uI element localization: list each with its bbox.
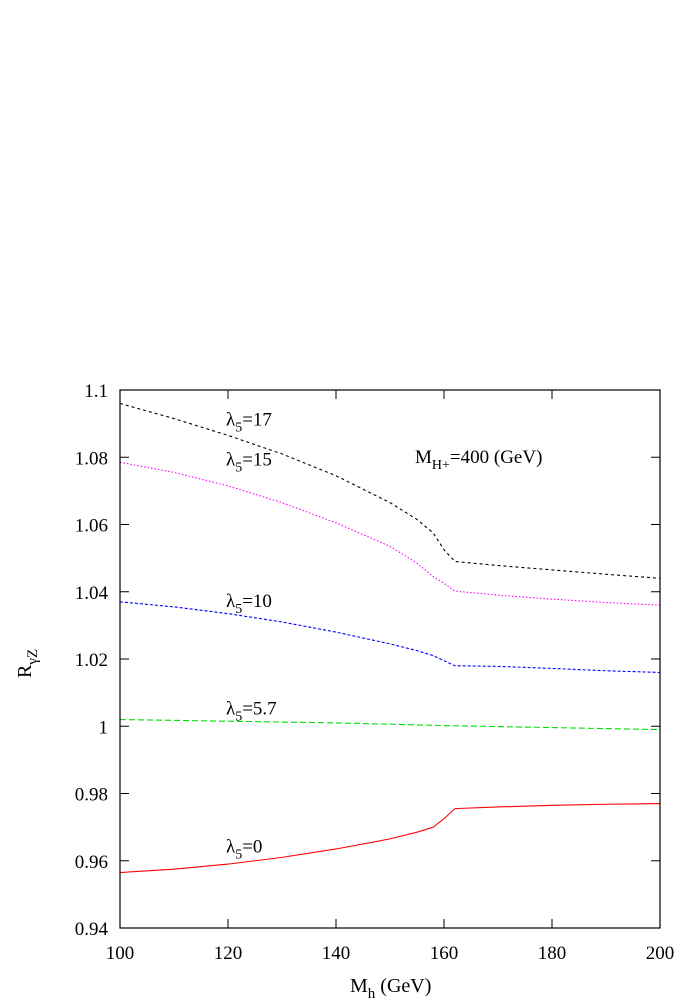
y-tick-label: 1.06 (75, 516, 108, 537)
y-tick-label: 0.94 (75, 919, 109, 940)
y-tick-label: 1.08 (75, 448, 108, 469)
x-tick-label: 100 (106, 943, 135, 964)
series-label-1: λ5=15 (226, 450, 272, 476)
series-label-0: λ5=17 (226, 409, 272, 435)
y-axis-title: RγZ (14, 649, 41, 678)
series-label-3: λ5=5.7 (226, 698, 277, 724)
series-line-3 (119, 718, 661, 731)
series-line-4 (119, 803, 661, 874)
y-tick-label: 1.04 (75, 583, 109, 604)
series-line-1 (119, 461, 661, 606)
x-tick-label: 120 (214, 943, 243, 964)
series-label-4: λ5=0 (226, 836, 262, 862)
x-tick-label: 160 (430, 943, 459, 964)
x-tick-label: 200 (646, 943, 675, 964)
axis-ticks: 100 120 140 160 180 200 0.94 0.96 0.98 1 1.02 1.04 1… (75, 381, 675, 964)
y-tick-label: 1.1 (84, 381, 108, 402)
series-line-0 (119, 402, 661, 579)
chart-annotation: MH+=400 (GeV) (415, 447, 542, 473)
series-label-2: λ5=10 (226, 591, 272, 617)
axis-labels: Mh (GeV) RγZ MH+=400 (GeV) (14, 447, 542, 1000)
x-tick-label: 180 (538, 943, 567, 964)
chart-marks: λ5=17 λ5=15 λ5=10 λ5=5.7 λ5=0 (119, 402, 661, 874)
y-tick-label: 1 (99, 717, 109, 738)
y-tick-label: 0.98 (75, 785, 108, 806)
y-tick-label: 1.02 (75, 650, 108, 671)
plot-frame (119, 389, 661, 929)
x-axis-title: Mh (GeV) (350, 975, 431, 1000)
x-tick-label: 140 (322, 943, 351, 964)
series-line-2 (119, 601, 661, 673)
y-tick-label: 0.96 (75, 852, 108, 873)
